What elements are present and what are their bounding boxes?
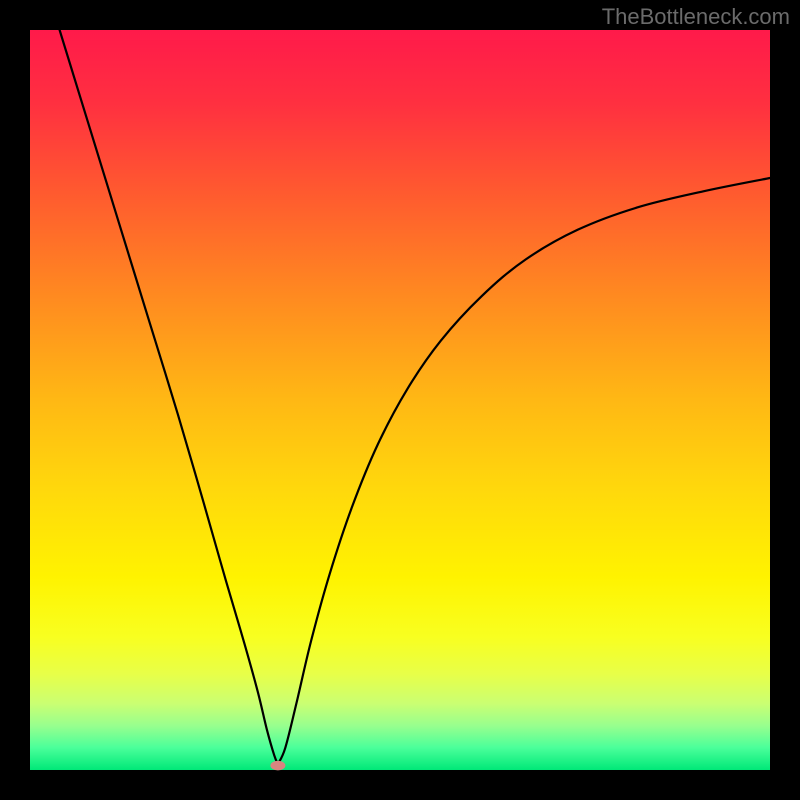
chart-stage: TheBottleneck.com xyxy=(0,0,800,800)
optimum-marker xyxy=(271,761,285,770)
bottleneck-chart-svg xyxy=(0,0,800,800)
watermark-label: TheBottleneck.com xyxy=(602,4,790,30)
